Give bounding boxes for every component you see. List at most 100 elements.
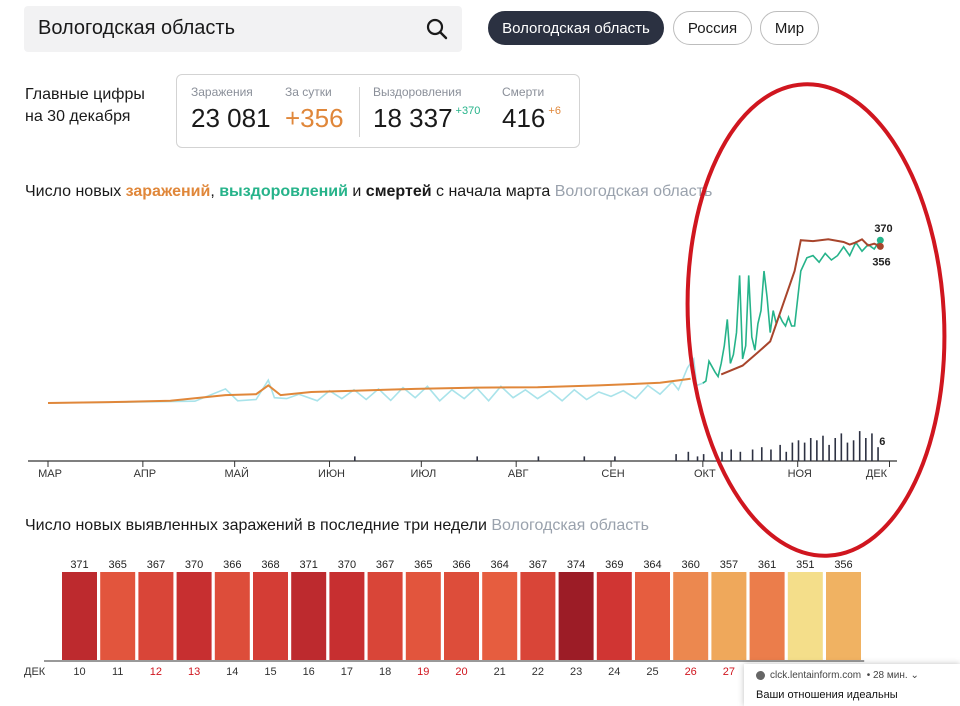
deaths-bar-20 bbox=[809, 438, 812, 461]
month-label-7: ОКТ bbox=[694, 468, 716, 480]
bar-value-label-16: 360 bbox=[682, 559, 700, 571]
infections-end-label: 356 bbox=[872, 256, 890, 268]
stat-infections-label: Заражения bbox=[191, 85, 253, 99]
summary-stats-card: Заражения 23 081 За сутки +356 Выздоровл… bbox=[176, 74, 580, 148]
deaths-bar-31 bbox=[877, 447, 879, 461]
notification-toast[interactable]: clck.lentainform.com • 28 мин. ⌄ Ваши от… bbox=[744, 664, 960, 706]
bar-value-label-5: 368 bbox=[261, 559, 279, 571]
search-box[interactable]: Вологодская область bbox=[24, 6, 462, 52]
month-label-1: АПР bbox=[134, 468, 156, 480]
bar-dec-10 bbox=[62, 572, 97, 660]
region-button-world[interactable]: Мир bbox=[760, 11, 819, 45]
stat-deaths-value: 416 bbox=[502, 103, 546, 133]
bar-value-label-12: 367 bbox=[529, 559, 547, 571]
recoveries-line-early bbox=[47, 356, 704, 404]
bar-day-label-3: 13 bbox=[188, 666, 200, 678]
deaths-bar-4 bbox=[614, 456, 616, 461]
infections-line-late bbox=[720, 238, 881, 376]
bar-dec-27 bbox=[711, 572, 747, 660]
bar-day-label-15: 25 bbox=[646, 666, 658, 678]
bar-day-label-0: 10 bbox=[73, 666, 85, 678]
chart1-title-suffix: с начала марта bbox=[431, 183, 551, 200]
deaths-bar-14 bbox=[770, 449, 772, 461]
toast-source: clck.lentainform.com • 28 мин. ⌄ bbox=[756, 670, 919, 681]
bar-dec-18 bbox=[367, 572, 403, 660]
recoveries-end-label: 370 bbox=[874, 223, 892, 235]
bar-dec-20 bbox=[444, 572, 479, 660]
bar-dec-26 bbox=[673, 572, 709, 660]
globe-icon bbox=[756, 670, 765, 680]
deaths-bar-0 bbox=[354, 456, 356, 461]
deaths-bar-16 bbox=[785, 451, 788, 461]
deaths-bar-11 bbox=[739, 451, 742, 461]
month-label-6: СЕН bbox=[601, 468, 624, 480]
deaths-bar-26 bbox=[846, 442, 849, 461]
bar-value-label-0: 371 bbox=[70, 559, 88, 571]
bar-value-label-17: 357 bbox=[720, 559, 738, 571]
chart1-title-infections: заражений bbox=[125, 183, 211, 200]
bar-dec-15 bbox=[253, 572, 288, 660]
bar-day-label-8: 18 bbox=[379, 666, 391, 678]
deaths-bar-27 bbox=[852, 440, 855, 461]
stat-infections-value: 23 081 bbox=[191, 103, 271, 133]
month-label-8: НОЯ bbox=[788, 468, 812, 480]
deaths-bar-15 bbox=[779, 444, 781, 461]
bar-day-label-17: 27 bbox=[723, 666, 735, 678]
region-button-vologda[interactable]: Вологодская область bbox=[488, 11, 664, 45]
recoveries-end-dot bbox=[876, 236, 884, 244]
bar-day-label-13: 23 bbox=[570, 666, 582, 678]
stat-recoveries-delta: +370 bbox=[455, 105, 481, 117]
bar-dec-23 bbox=[558, 572, 594, 660]
chart2-title: Число новых выявленных заражений в после… bbox=[25, 517, 649, 535]
bar-day-label-6: 16 bbox=[303, 666, 315, 678]
bar-month-label: ДЕК bbox=[24, 666, 46, 678]
deaths-bar-30 bbox=[871, 433, 873, 461]
bar-dec-22 bbox=[520, 572, 556, 660]
deaths-bar-29 bbox=[865, 438, 867, 461]
bar-value-label-6: 371 bbox=[300, 559, 318, 571]
bar-value-label-7: 370 bbox=[338, 559, 356, 571]
bar-value-label-13: 374 bbox=[567, 559, 585, 571]
deaths-bar-25 bbox=[840, 433, 843, 461]
bar-value-label-15: 364 bbox=[643, 559, 661, 571]
deaths-bar-12 bbox=[751, 449, 754, 461]
toast-source-domain: clck.lentainform.com bbox=[770, 670, 862, 681]
bar-day-label-9: 19 bbox=[417, 666, 429, 678]
bar-dec-14 bbox=[214, 572, 250, 660]
search-icon[interactable] bbox=[426, 18, 448, 40]
summary-label-line1: Главные цифры bbox=[25, 86, 145, 103]
deaths-bar-3 bbox=[583, 456, 586, 461]
bar-value-label-19: 351 bbox=[796, 559, 814, 571]
bar-dec-12 bbox=[138, 572, 174, 660]
bar-day-label-5: 15 bbox=[264, 666, 276, 678]
month-label-9: ДЕК bbox=[866, 468, 888, 480]
bar-day-label-10: 20 bbox=[455, 666, 467, 678]
bar-dec-29 bbox=[787, 572, 823, 660]
deaths-bar-19 bbox=[803, 442, 806, 461]
deaths-bar-1 bbox=[476, 456, 478, 461]
bar-dec-25 bbox=[635, 572, 670, 660]
month-label-4: ИЮЛ bbox=[410, 468, 436, 480]
search-input[interactable]: Вологодская область bbox=[38, 17, 236, 39]
bar-day-label-11: 21 bbox=[494, 666, 506, 678]
bar-value-label-9: 365 bbox=[414, 559, 432, 571]
stat-deaths: Смерти 416 +6 bbox=[502, 85, 561, 134]
deaths-bar-5 bbox=[675, 454, 677, 461]
bar-dec-16 bbox=[291, 572, 327, 660]
deaths-bar-21 bbox=[816, 440, 818, 461]
deaths-bar-10 bbox=[730, 449, 732, 461]
region-button-russia[interactable]: Россия bbox=[673, 11, 752, 45]
chart2-title-region: Вологодская область bbox=[491, 517, 649, 534]
chart1-title-sep2: и bbox=[347, 183, 366, 200]
bar-dec-11 bbox=[100, 572, 136, 660]
stat-per-day-value: +356 bbox=[285, 103, 344, 133]
bar-day-label-2: 12 bbox=[150, 666, 162, 678]
stat-infections: Заражения 23 081 bbox=[191, 85, 271, 134]
month-label-5: АВГ bbox=[508, 468, 529, 480]
daily-cases-line-chart: 370 356 6 МАР АПР МАЙ ИЮН ИЮЛ АВГ СЕН ОКТ НОЯ ДЕК bbox=[28, 223, 897, 480]
deaths-bar-24 bbox=[834, 438, 837, 461]
bar-dec-17 bbox=[329, 572, 365, 660]
deaths-bar-8 bbox=[702, 454, 705, 461]
chevron-down-icon[interactable]: ⌄ bbox=[910, 670, 919, 681]
infections-end-dot bbox=[876, 242, 884, 250]
